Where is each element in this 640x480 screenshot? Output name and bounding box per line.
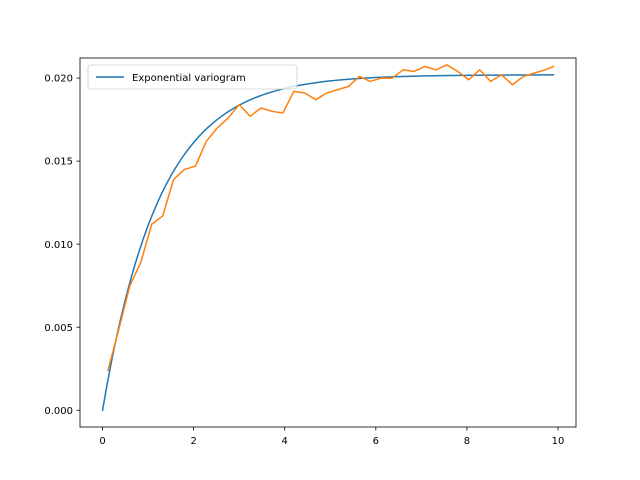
- x-tick-label: 6: [373, 436, 379, 447]
- axes-layer: 0 2 4 6 8 10 0.000 0.005 0.010 0.015 0.020: [44, 57, 577, 447]
- axes-frame: [79, 57, 577, 428]
- legend: Exponential variogram: [87, 64, 298, 90]
- x-tick-label: 10: [552, 436, 565, 447]
- y-tick-label: 0.010: [44, 240, 73, 251]
- legend-box: [87, 64, 298, 90]
- series-line-1: [101, 74, 555, 412]
- y-tick-label: 0.020: [44, 74, 73, 85]
- x-tick-label: 2: [190, 436, 196, 447]
- x-tick-label: 8: [464, 436, 470, 447]
- x-tick-label: 0: [99, 436, 105, 447]
- x-tick-label: 4: [282, 436, 288, 447]
- y-tick-label: 0.000: [44, 406, 73, 417]
- legend-label: Exponential variogram: [132, 73, 246, 84]
- series-layer: [101, 64, 555, 412]
- y-tick-label: 0.005: [44, 323, 73, 334]
- y-tick-label: 0.015: [44, 157, 73, 168]
- series-line-2: [107, 64, 555, 372]
